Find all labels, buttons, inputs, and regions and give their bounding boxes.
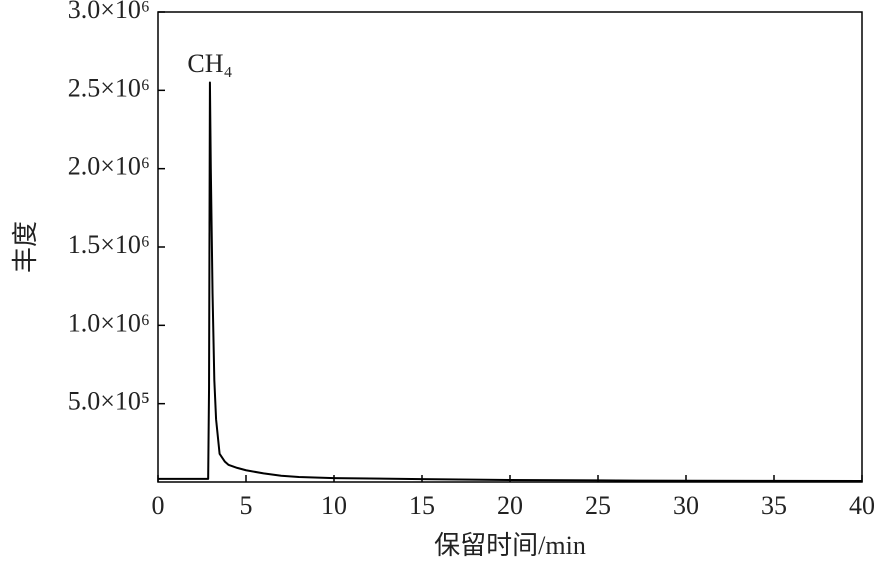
data-line xyxy=(158,81,863,483)
x-tick-label: 40 xyxy=(849,491,875,520)
y-tick-label: 3.0×10⁶ xyxy=(68,0,150,24)
x-tick-label: 25 xyxy=(585,491,611,520)
x-tick-label: 35 xyxy=(761,491,787,520)
x-tick-label: 30 xyxy=(673,491,699,520)
y-tick-label: 1.0×10⁶ xyxy=(68,308,150,337)
y-tick-label: 2.0×10⁶ xyxy=(68,152,150,181)
x-tick-label: 5 xyxy=(240,491,253,520)
y-tick-label: 1.5×10⁶ xyxy=(68,230,150,259)
x-axis-label: 保留时间/min xyxy=(434,531,586,560)
x-tick-label: 20 xyxy=(497,491,523,520)
plot-frame xyxy=(157,11,863,483)
x-tick-label: 10 xyxy=(321,491,347,520)
peak-annotation: CH₄ xyxy=(187,49,232,78)
x-tick-label: 0 xyxy=(152,491,165,520)
x-tick-label: 15 xyxy=(409,491,435,520)
y-tick-label: 5.0×10⁵ xyxy=(68,387,150,416)
y-axis-label: 丰度 xyxy=(11,221,40,273)
y-tick-label: 2.5×10⁶ xyxy=(68,73,150,102)
